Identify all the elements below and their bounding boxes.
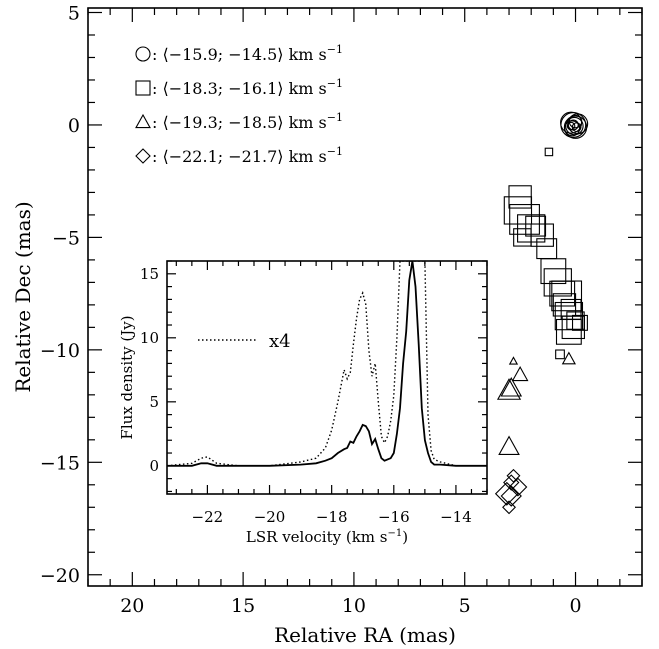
y-tick-label: −5 <box>52 227 80 249</box>
data-point-square <box>513 228 532 247</box>
inset-y-axis-label: Flux density (Jy) <box>118 315 136 439</box>
y-tick-label: −15 <box>40 452 80 474</box>
data-point-square <box>544 147 554 157</box>
legend-label-square: : ⟨−18.3; −16.1⟩ km s−1 <box>152 77 343 98</box>
data-point-triangle <box>498 435 520 456</box>
data-point-diamond <box>494 481 519 506</box>
data-point-square <box>551 280 583 312</box>
data-point-triangle <box>561 351 576 365</box>
data-point-diamond <box>502 500 517 515</box>
data-point-square <box>560 298 582 320</box>
data-point-square <box>509 204 540 235</box>
data-point-square <box>566 311 585 330</box>
inset-frame <box>166 260 488 495</box>
inset-background <box>167 261 487 494</box>
y-tick-label: 5 <box>68 2 80 24</box>
x-tick-label: 15 <box>231 595 255 617</box>
legend-label-diamond: : ⟨−22.1; −21.7⟩ km s−1 <box>152 145 343 166</box>
inset-x-axis-label: LSR velocity (km s−1) <box>246 528 408 546</box>
data-point-square <box>555 318 582 345</box>
data-point-triangle <box>496 378 522 400</box>
x-tick-label: 10 <box>342 595 366 617</box>
main-plot: 20 15 10 5 0 5 0 −5 −10 −15 −20 Relative RA (mas) Re… <box>11 2 643 647</box>
y-tick-label: −20 <box>40 565 80 587</box>
data-point-triangle <box>508 356 519 365</box>
y-axis-label: Relative Dec (mas) <box>11 201 35 392</box>
inset-y-tick-label: 5 <box>149 393 159 411</box>
data-point-circle <box>566 121 576 131</box>
data-point-triangle <box>511 366 529 382</box>
data-point-square <box>543 268 572 297</box>
inset-x-tick-label: −18 <box>316 508 348 526</box>
data-point-diamond <box>506 468 521 483</box>
spectrum-solid <box>167 261 487 467</box>
legend-marker-square <box>135 80 151 96</box>
inset-y-tick-label: 15 <box>140 265 159 283</box>
legend-label-triangle: : ⟨−19.3; −18.5⟩ km s−1 <box>152 111 343 132</box>
data-point-circle <box>564 120 581 137</box>
inset-legend-label: x4 <box>269 331 291 352</box>
data-point-circle <box>565 116 584 136</box>
data-point-triangle <box>500 377 523 397</box>
legend-marker-triangle <box>135 113 151 129</box>
data-point-circle <box>571 122 582 133</box>
data-point-square <box>540 258 567 285</box>
legend-marker-diamond <box>135 148 151 164</box>
x-tick-label: 20 <box>120 595 144 617</box>
data-point-square <box>555 349 565 360</box>
legend-marker-circle <box>135 46 151 62</box>
inset-x-tick-label: −22 <box>192 508 224 526</box>
main-frame <box>87 7 643 587</box>
data-point-square <box>571 314 588 331</box>
x-tick-label: 0 <box>569 595 581 617</box>
y-tick-label: 0 <box>68 115 80 137</box>
inset-x-tick-label: −16 <box>378 508 410 526</box>
data-point-square <box>530 223 554 247</box>
x-axis-label: Relative RA (mas) <box>274 623 456 647</box>
data-point-square <box>525 215 547 237</box>
inset-plot: −22 −20 −18 −16 −14 0 5 10 15 LSR velocity (km s−… <box>118 260 488 546</box>
data-point-diamond <box>508 477 528 497</box>
legend-label-circle: : ⟨−15.9; −14.5⟩ km s−1 <box>152 43 343 64</box>
inset-x-tick-label: −20 <box>254 508 286 526</box>
y-tick-label: −10 <box>40 340 80 362</box>
data-point-square <box>552 293 577 317</box>
inset-y-tick-label: 0 <box>149 457 159 475</box>
inset-y-tick-label: 10 <box>140 329 159 347</box>
inset-x-tick-label: −14 <box>440 508 472 526</box>
data-point-diamond <box>500 485 522 507</box>
x-tick-label: 5 <box>459 595 471 617</box>
